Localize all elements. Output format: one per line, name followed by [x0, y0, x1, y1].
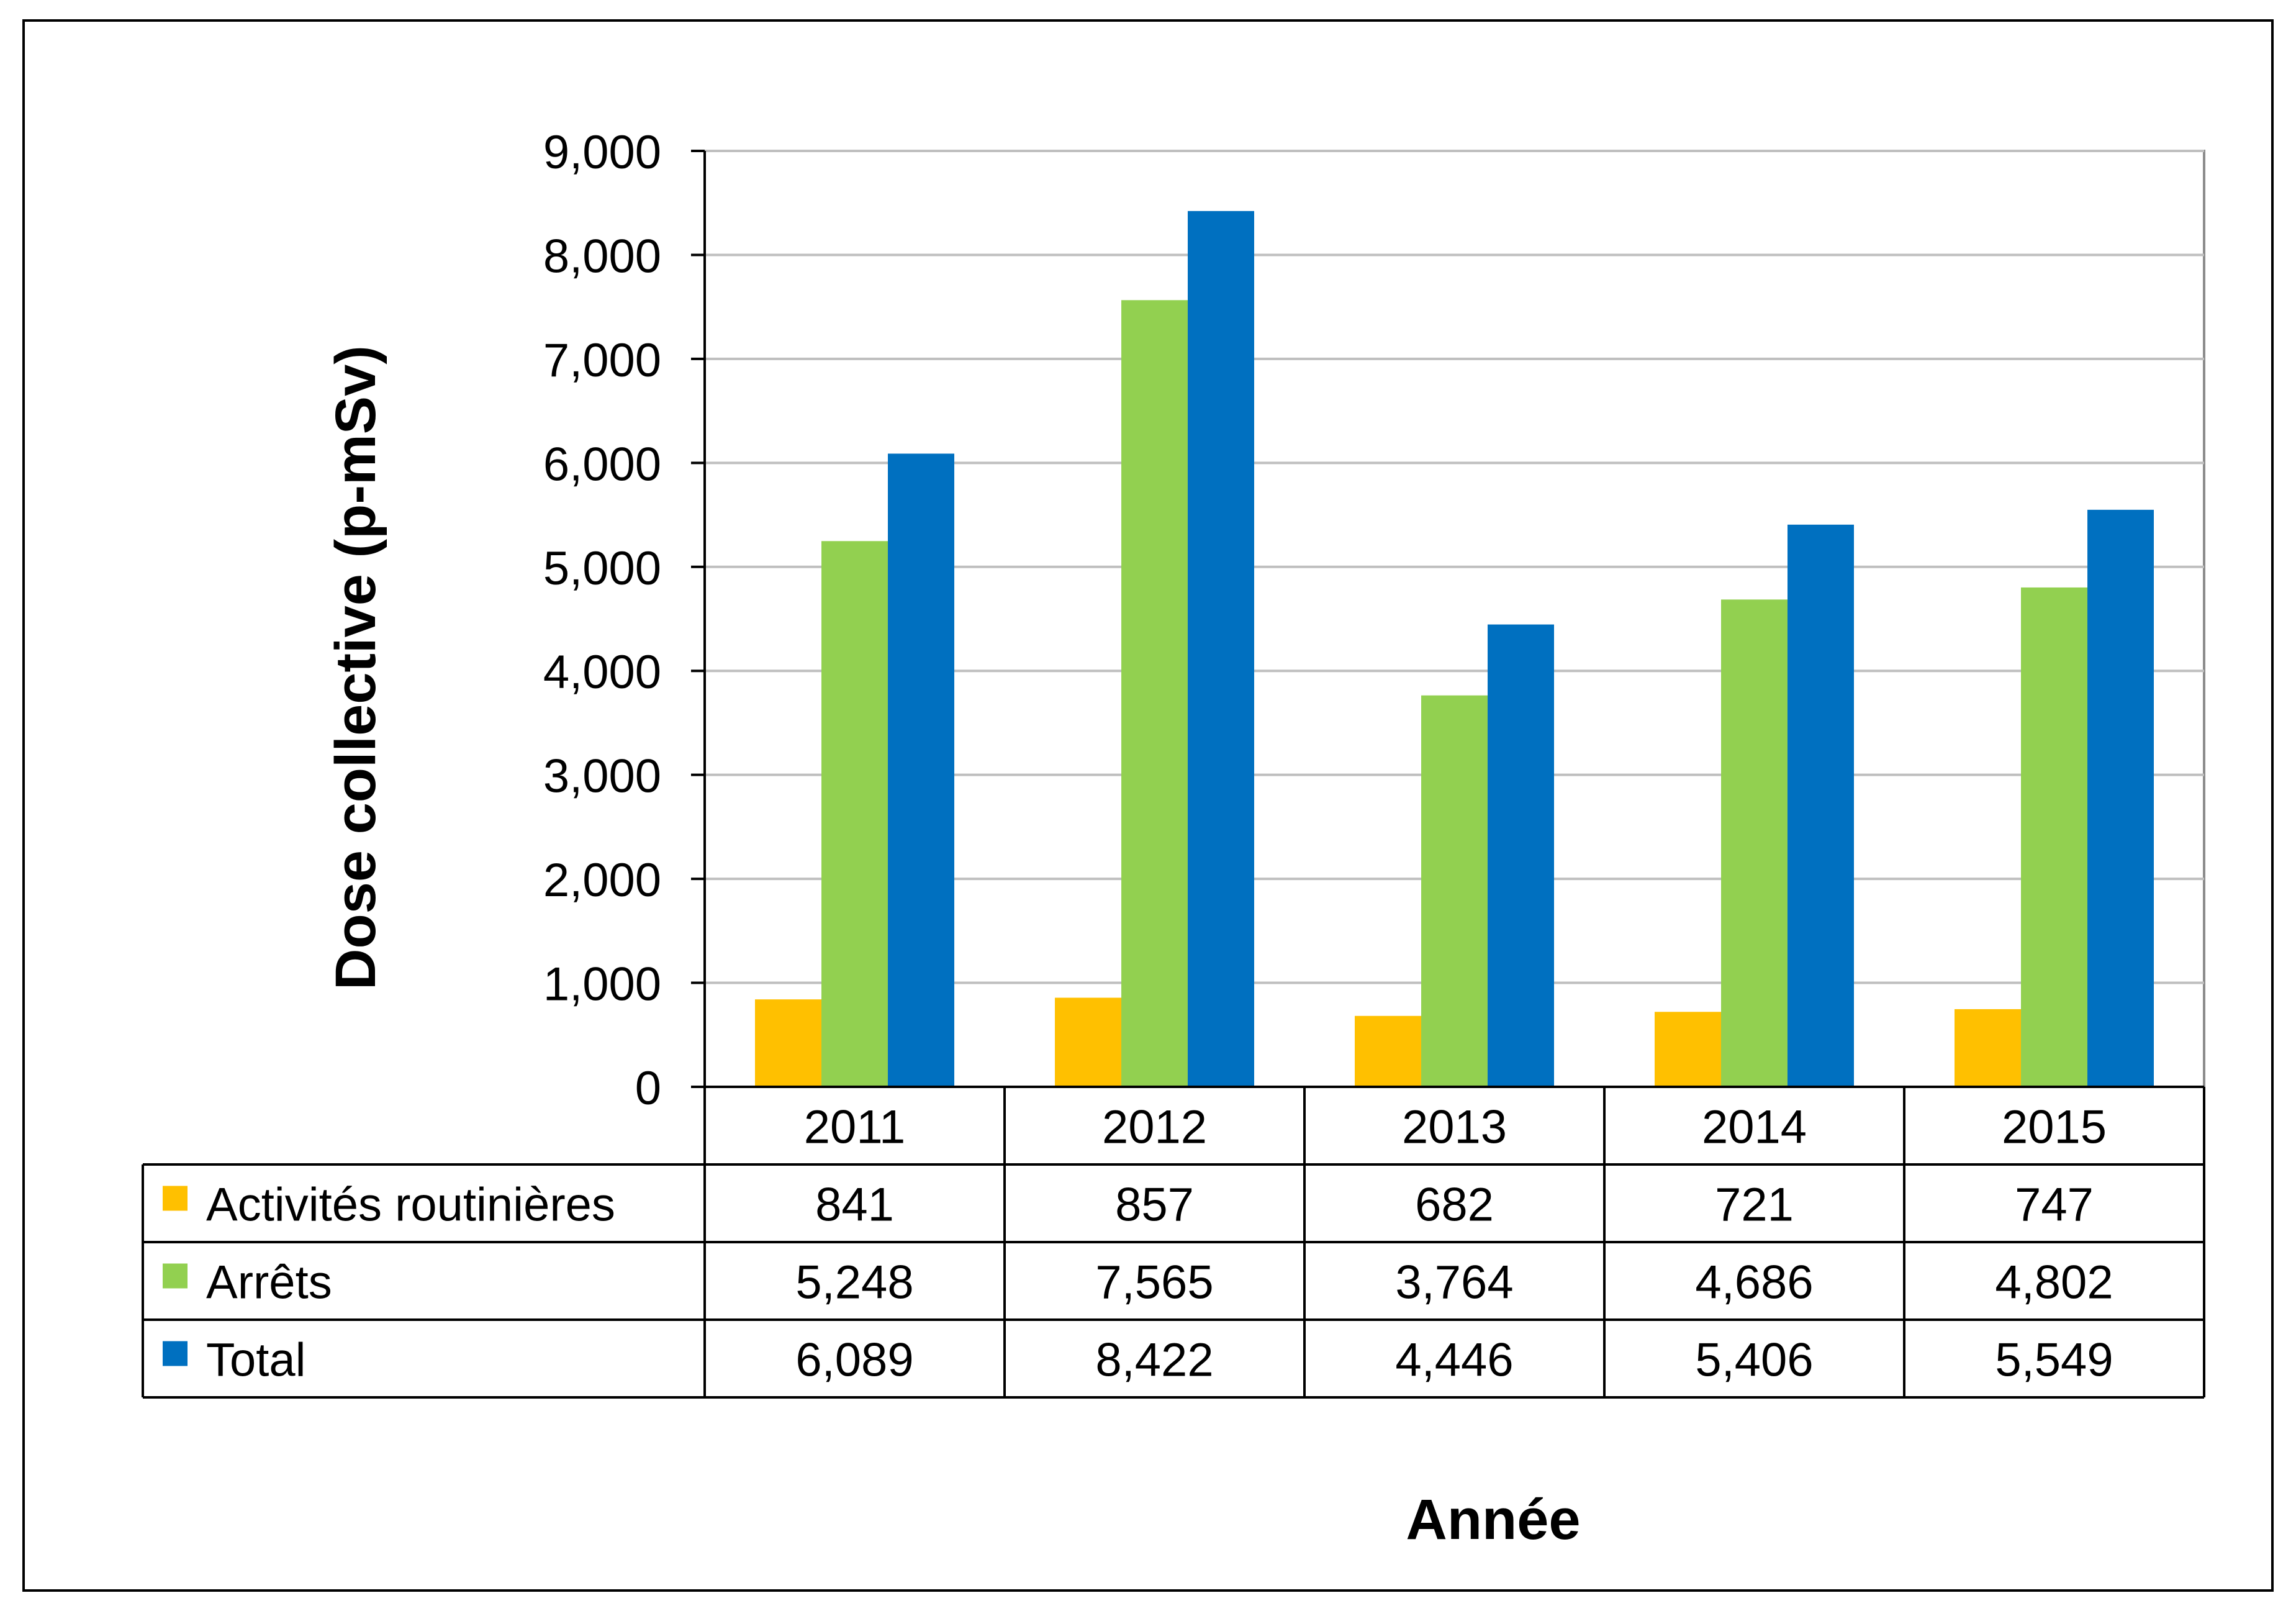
y-axis-title: Dose collective (p-mSv): [324, 345, 387, 990]
y-tick-label: 1,000: [543, 958, 661, 1011]
legend-label: Arrêts: [206, 1256, 332, 1309]
data-label: 721: [1715, 1179, 1794, 1232]
x-tick-label: 2015: [2002, 1101, 2107, 1154]
x-tick-label: 2012: [1102, 1101, 1207, 1154]
data-label: 5,248: [795, 1256, 913, 1309]
data-label: 857: [1115, 1179, 1194, 1232]
data-table: 2011 2012 2013 2014 2015 Activités routinière…: [142, 1087, 2205, 1399]
legend-key: [163, 1263, 188, 1289]
bar: [1355, 1015, 1421, 1087]
data-label: 4,686: [1695, 1256, 1813, 1309]
bar: [1721, 599, 1788, 1087]
legend-label: Total: [206, 1334, 306, 1387]
data-label: 7,565: [1095, 1256, 1213, 1309]
bar: [755, 999, 821, 1087]
data-label: 4,802: [1995, 1256, 2113, 1309]
data-label: 682: [1415, 1179, 1494, 1232]
y-tick-label: 8,000: [543, 230, 661, 283]
legend-label: Activités routinières: [206, 1179, 615, 1232]
bar: [1188, 211, 1254, 1087]
y-tick-label: 4,000: [543, 646, 661, 699]
bar: [821, 541, 888, 1087]
bar: [1121, 300, 1188, 1087]
data-label: 747: [2015, 1179, 2094, 1232]
legend-key: [163, 1341, 188, 1366]
y-tick-label: 6,000: [543, 438, 661, 491]
data-label: 5,406: [1695, 1334, 1813, 1387]
bar: [1421, 695, 1488, 1087]
data-label: 5,549: [1995, 1334, 2113, 1387]
x-tick-label: 2014: [1702, 1101, 1807, 1154]
x-tick-label: 2013: [1402, 1101, 1507, 1154]
data-label: 4,446: [1395, 1334, 1513, 1387]
x-axis-title: Année: [1406, 1488, 1580, 1551]
legend-key: [163, 1186, 188, 1211]
bars: [755, 211, 2154, 1087]
axes: 0 1,000 2,000 3,000 4,000 5,000 6,000 7,000 8,00…: [543, 126, 2204, 1115]
bar: [1655, 1012, 1721, 1087]
data-label: 3,764: [1395, 1256, 1513, 1309]
bar: [1488, 624, 1554, 1087]
bar: [1055, 997, 1121, 1087]
y-tick-label: 5,000: [543, 542, 661, 595]
bar: [2087, 509, 2154, 1087]
y-tick-label: 9,000: [543, 126, 661, 179]
data-label: 841: [815, 1179, 894, 1232]
y-tick-label: 7,000: [543, 334, 661, 387]
y-tick-label: 2,000: [543, 854, 661, 907]
bar: [1788, 524, 1854, 1087]
y-tick-label: 0: [635, 1062, 661, 1115]
y-tick-label: 3,000: [543, 750, 661, 803]
bar: [2021, 587, 2087, 1087]
x-tick-label: 2011: [804, 1101, 905, 1154]
data-label: 6,089: [795, 1334, 913, 1387]
bar: [888, 453, 954, 1087]
data-label: 8,422: [1095, 1334, 1213, 1387]
bar: [1955, 1009, 2021, 1087]
